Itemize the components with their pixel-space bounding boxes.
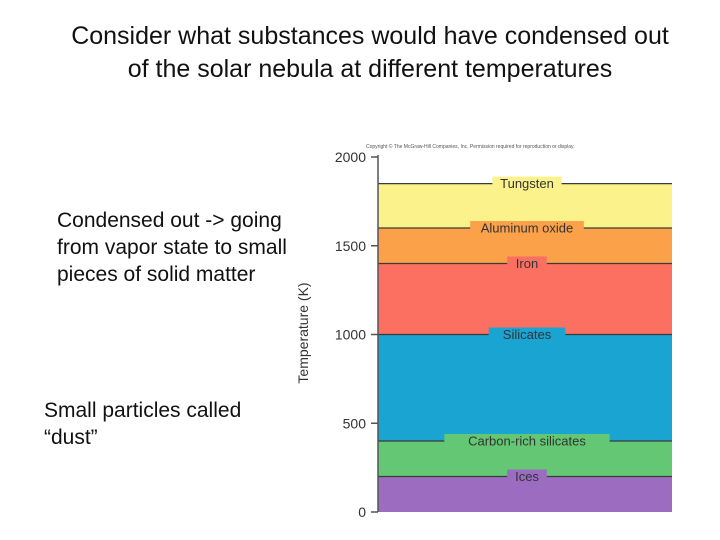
tick-label-1500: 1500 (335, 238, 366, 254)
condensation-label-bg-carbon-rich-silicates (444, 434, 610, 448)
condensation-label-ices: Ices (515, 469, 539, 484)
condensation-label-bg-silicates (488, 327, 566, 342)
condensation-label-carbon-rich-silicates: Carbon-rich silicates (468, 434, 586, 449)
condensation-label-aluminum-oxide: Aluminum oxide (481, 221, 574, 236)
condensation-label-tungsten: Tungsten (500, 176, 554, 191)
axis-ticks: 2000 1500 1000 500 0 (335, 149, 378, 520)
tick-label-0: 0 (358, 504, 366, 520)
tick-label-1000: 1000 (335, 327, 366, 343)
condensation-label-silicates: Silicates (503, 327, 552, 342)
bullet-dust: Small particles called “dust” (44, 399, 242, 449)
condensation-label-bg-aluminum-oxide (470, 221, 584, 235)
band-tungsten (378, 183, 672, 228)
band-iron (378, 263, 672, 335)
condensation-label-iron: Iron (516, 256, 538, 271)
tick-label-500: 500 (343, 415, 367, 431)
condensation-lines: Tungsten Aluminum oxide Iron Silicates Carbo… (378, 176, 672, 484)
condensation-label-bg-ices (507, 469, 547, 484)
condensation-label-bg-iron (507, 256, 547, 271)
tick-label-2000: 2000 (335, 149, 366, 165)
axis-label: Temperature (K) (295, 282, 311, 383)
band-silicates (378, 334, 672, 441)
condensation-label-bg-tungsten (492, 176, 562, 191)
slide-title: Consider what substances would have cond… (71, 22, 669, 83)
temperature-bands (378, 183, 672, 512)
copyright-notice: Copyright © The McGraw-Hill Companies, I… (366, 143, 575, 150)
bullet-condensed-definition: Condensed out -> going from vapor state … (57, 209, 287, 286)
